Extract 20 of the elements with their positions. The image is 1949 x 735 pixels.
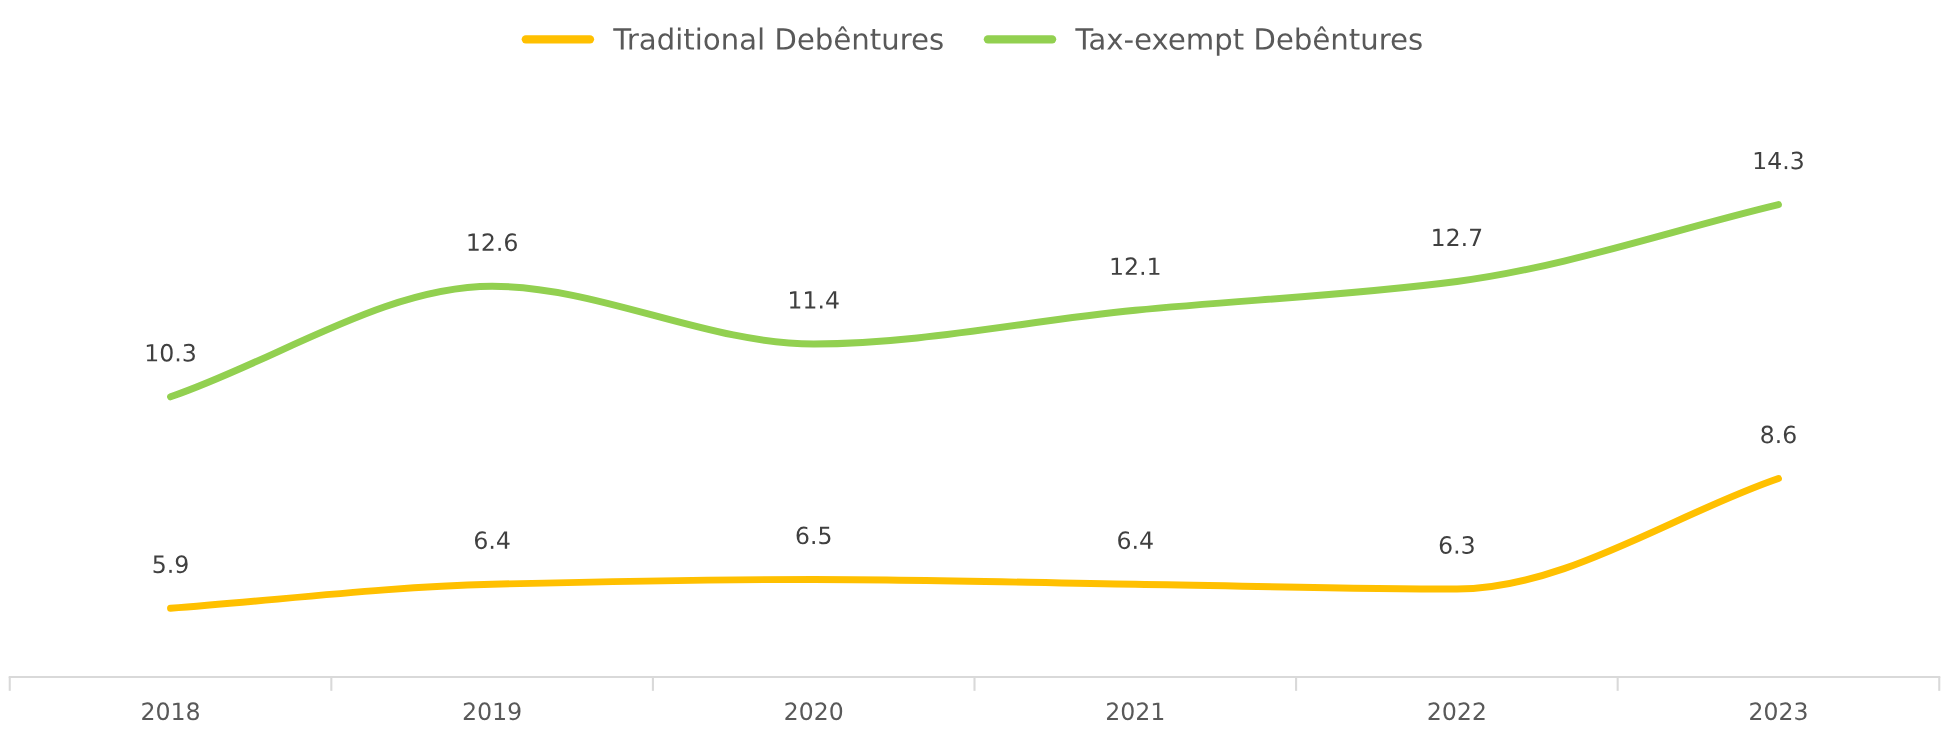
data-label: 12.1: [1111, 257, 1160, 275]
data-label: 6.3: [1439, 536, 1474, 554]
x-tick-label: 2023: [1750, 702, 1807, 721]
data-label: 6.4: [475, 531, 510, 550]
x-tick-label: 2018: [142, 702, 199, 721]
data-label: 10.3: [146, 343, 195, 362]
x-tick-label: 2022: [1428, 702, 1485, 721]
data-label: 5.9: [153, 555, 188, 574]
legend-label: Traditional Debêntures: [613, 26, 943, 50]
data-label: 12.6: [468, 233, 517, 252]
legend-label: Tax-exempt Debêntures: [1075, 26, 1422, 56]
data-label: 8.6: [1761, 425, 1796, 444]
data-label: 11.4: [790, 291, 839, 309]
data-label: 12.7: [1433, 228, 1482, 246]
data-label: 6.5: [796, 526, 831, 545]
data-label: 14.3: [1754, 151, 1803, 170]
x-tick-label: 2020: [785, 702, 843, 721]
x-tick-label: 2021: [1106, 702, 1164, 721]
x-tick-label: 2019: [463, 702, 521, 721]
data-label: 6.4: [1118, 531, 1153, 550]
